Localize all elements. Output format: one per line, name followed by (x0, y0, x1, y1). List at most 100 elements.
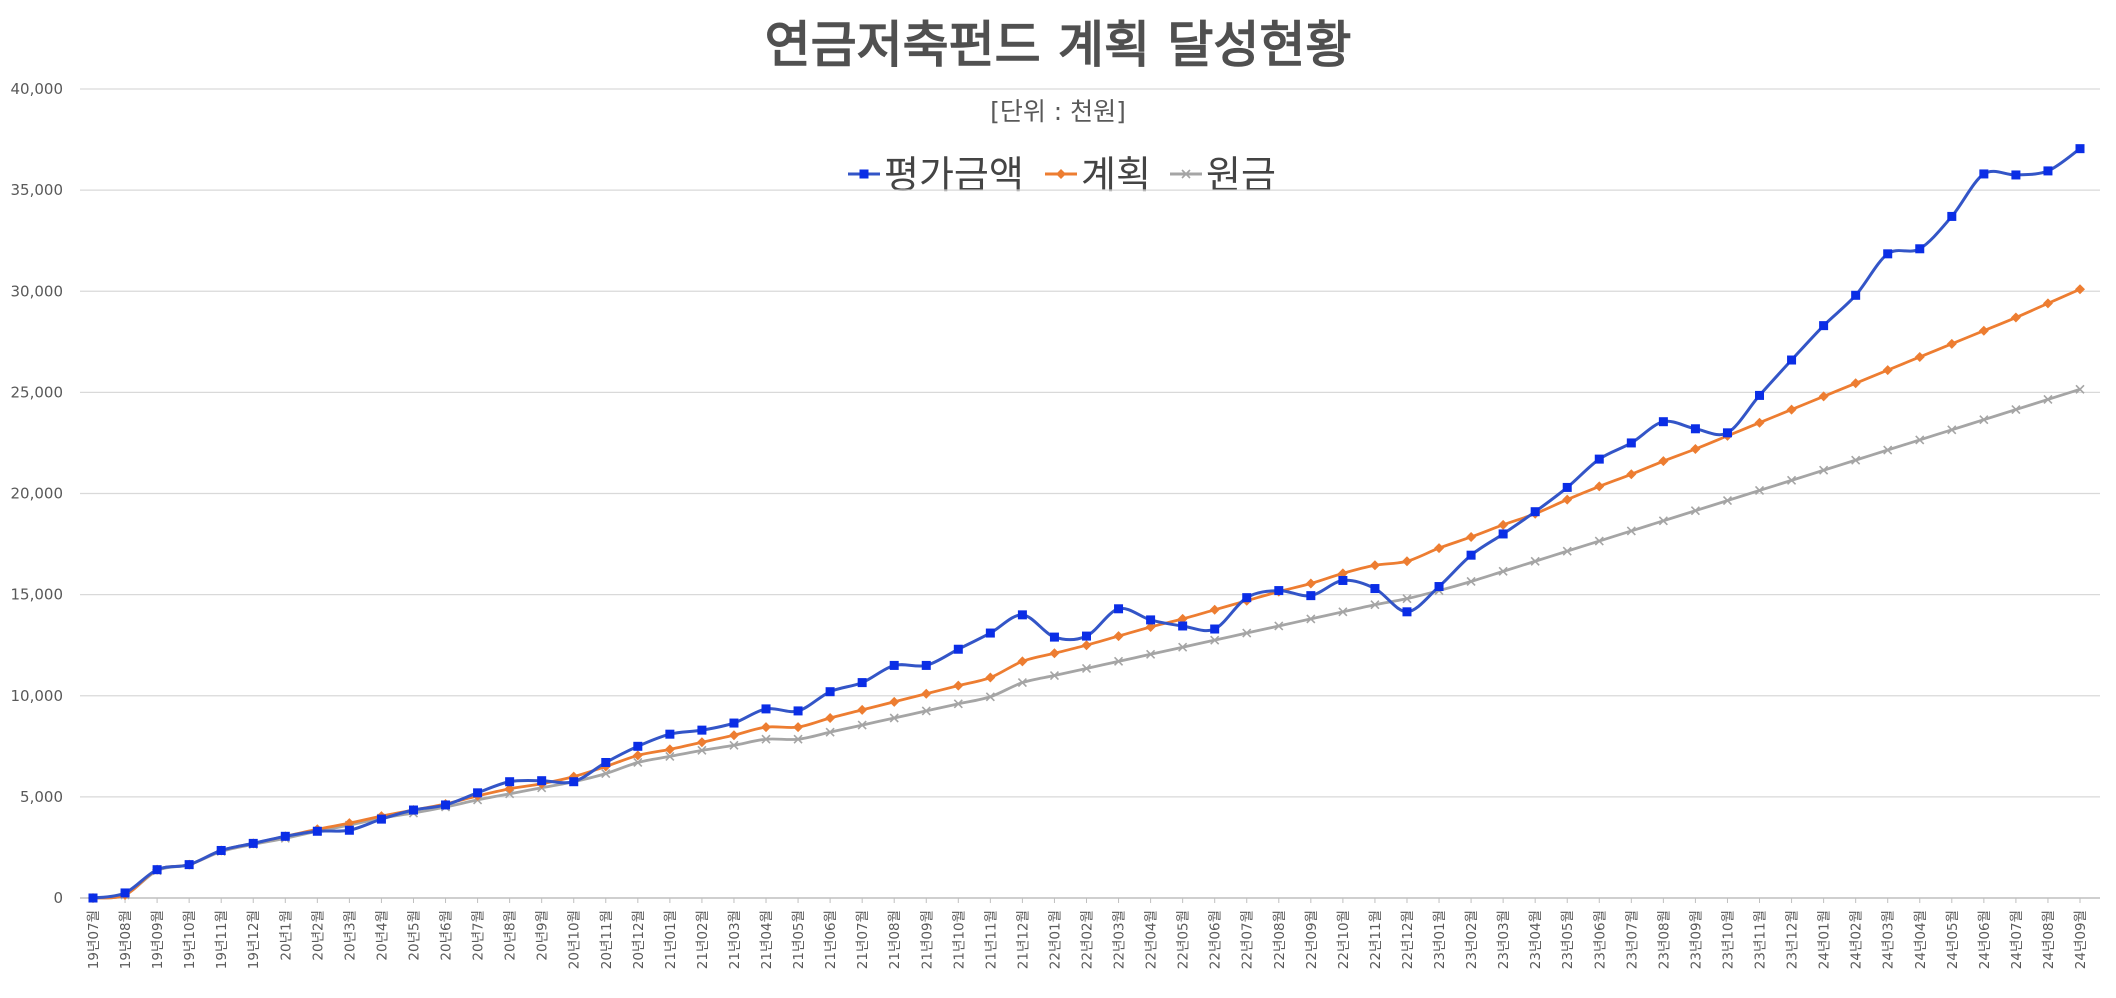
x-tick-label: 22년02월 (1080, 910, 1096, 969)
data-point (1017, 610, 1027, 620)
y-tick-label: 20,000 (11, 485, 64, 503)
data-point (1274, 586, 1284, 596)
data-point (985, 628, 995, 638)
chart-title: 연금저축펀드 계획 달성현황 (765, 16, 1352, 74)
data-point (2075, 284, 2085, 295)
data-point (1594, 536, 1604, 546)
data-point (697, 745, 707, 755)
x-tick-label: 20년8월 (503, 910, 519, 961)
data-point (120, 888, 130, 898)
y-tick-label: 25,000 (11, 383, 64, 401)
data-point (1787, 355, 1797, 365)
data-point (1209, 604, 1220, 615)
x-tick-label: 23년11월 (1753, 910, 1769, 969)
data-point (921, 660, 931, 670)
x-tick-label: 22년08월 (1272, 910, 1288, 969)
data-point (504, 783, 515, 794)
data-point (985, 672, 996, 683)
data-point (1401, 556, 1412, 567)
data-point (1562, 482, 1572, 492)
data-point (1498, 566, 1508, 576)
x-tick-label: 20년11월 (599, 910, 615, 969)
data-point (473, 788, 483, 798)
data-point (1626, 526, 1636, 536)
data-point (761, 734, 771, 744)
data-point (537, 776, 547, 786)
x-tick-label: 23년02월 (1464, 910, 1480, 969)
x-tick-label: 19년10월 (182, 910, 198, 969)
data-point (1082, 631, 1091, 641)
x-tick-label: 24년07월 (2009, 910, 2025, 969)
data-point (1434, 543, 1445, 554)
data-point (1851, 455, 1861, 465)
x-tick-label: 23년01월 (1432, 910, 1448, 969)
data-point (2043, 394, 2053, 405)
data-point (1402, 607, 1412, 617)
x-tick-label: 23년03월 (1496, 910, 1512, 969)
x-tick-label: 19년07월 (86, 910, 102, 969)
x-tick-label: 21년12월 (1015, 910, 1031, 969)
x-tick-label: 22년12월 (1400, 910, 1416, 969)
series-layer (88, 144, 2085, 903)
data-point (1370, 584, 1380, 594)
data-point (696, 737, 707, 748)
data-point (857, 704, 868, 715)
data-point (1883, 445, 1893, 455)
data-point (1978, 325, 1989, 336)
data-point (1754, 485, 1765, 496)
data-point (1914, 351, 1925, 362)
data-point (889, 713, 899, 723)
data-point (1530, 556, 1540, 566)
data-point (1081, 640, 1092, 651)
data-point (1594, 454, 1604, 464)
data-point (857, 720, 867, 730)
data-point (793, 734, 803, 744)
data-point (1210, 624, 1220, 634)
data-point (1786, 404, 1797, 415)
data-point (921, 688, 932, 699)
x-tick-label: 23년10월 (1720, 910, 1736, 969)
x-tick-label: 23년05월 (1560, 910, 1576, 969)
x-tick-label: 24년01월 (1817, 910, 1833, 969)
chart-gridlines (80, 88, 2100, 899)
data-point (697, 725, 707, 735)
data-point (1242, 628, 1252, 638)
data-point (1979, 169, 1989, 179)
data-point (632, 750, 643, 761)
data-point (825, 727, 835, 737)
series-0 (88, 144, 2085, 903)
data-point (1178, 621, 1188, 631)
x-tick-label: 23년04월 (1528, 910, 1544, 969)
data-point (1113, 631, 1124, 642)
x-tick-label: 19년12월 (246, 910, 262, 969)
legend-marker (1181, 169, 1191, 179)
data-point (1850, 378, 1861, 389)
x-tick-label: 21년06월 (823, 910, 839, 969)
data-point (184, 860, 194, 870)
data-point (728, 730, 739, 741)
data-point (1498, 529, 1508, 539)
data-point (793, 722, 804, 733)
data-point (1146, 615, 1156, 625)
data-point (1915, 435, 1925, 445)
data-point (1722, 496, 1733, 506)
data-point (921, 706, 931, 716)
x-tick-label: 19년11월 (214, 910, 230, 969)
data-point (1947, 425, 1957, 435)
data-point (1402, 594, 1412, 604)
data-point (2011, 170, 2021, 180)
x-axis: 19년07월 19년08월 19년09월 19년10월 19년11월 19년12월 20년1… (86, 898, 2089, 969)
series-1 (88, 284, 2085, 903)
data-point (1658, 456, 1669, 467)
data-point (1690, 506, 1700, 516)
chart-subtitle: [단위 : 천원] (990, 97, 1126, 126)
data-point (729, 740, 739, 750)
data-point (1946, 338, 1957, 349)
data-point (1370, 600, 1380, 610)
data-point (441, 800, 451, 810)
data-point (1306, 591, 1316, 601)
x-tick-label: 22년03월 (1112, 910, 1128, 969)
data-point (1722, 428, 1732, 438)
